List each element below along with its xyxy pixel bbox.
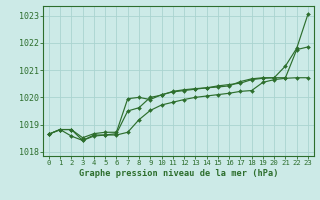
X-axis label: Graphe pression niveau de la mer (hPa): Graphe pression niveau de la mer (hPa) xyxy=(79,169,278,178)
